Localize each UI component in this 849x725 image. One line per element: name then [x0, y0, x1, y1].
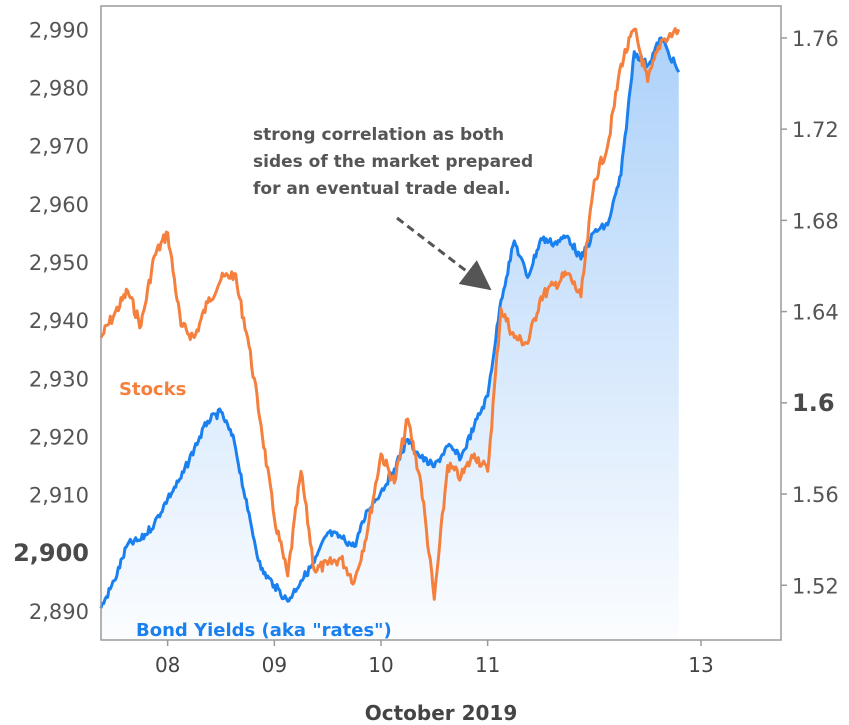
left-axis-tick-label: 2,920	[29, 425, 89, 449]
annotation-text-line: sides of the market prepared	[253, 152, 533, 172]
left-axis-tick-label: 2,980	[29, 76, 89, 100]
right-axis-tick-label: 1.56	[792, 483, 839, 507]
x-axis-tick-label: 08	[155, 653, 180, 677]
right-axis-tick-label: 1.72	[792, 118, 839, 142]
annotation-text-line: for an eventual trade deal.	[253, 179, 511, 199]
left-axis-tick-label: 2,910	[29, 484, 89, 508]
left-axis-tick-label: 2,940	[29, 309, 89, 333]
bond-yields-area	[101, 37, 679, 640]
bond-yields-line	[99, 36, 681, 609]
left-axis-tick-label: 2,890	[29, 600, 89, 624]
bond-yields-series-label: Bond Yields (aka "rates")	[136, 620, 392, 641]
stocks-series-label: Stocks	[119, 379, 186, 400]
x-axis-tick-label: 13	[688, 653, 713, 677]
left-axis-tick-label: 2,970	[29, 135, 89, 159]
right-axis-tick-label: 1.52	[792, 574, 839, 598]
left-axis-tick-label: 2,950	[29, 251, 89, 275]
left-axis-tick-label: 2,990	[29, 18, 89, 42]
right-axis-tick-label: 1.68	[792, 209, 839, 233]
left-axis-tick-label: 2,960	[29, 193, 89, 217]
annotation-text-line: strong correlation as both	[253, 125, 504, 145]
annotation-arrow	[396, 216, 492, 291]
plot-frame	[100, 5, 782, 641]
x-axis-tick-label: 09	[262, 653, 287, 677]
left-axis-tick-label: 2,930	[29, 367, 89, 391]
x-axis-tick-label: 10	[368, 653, 393, 677]
x-axis-title: October 2019	[365, 701, 518, 725]
stocks-line	[99, 27, 681, 601]
right-axis-tick-label: 1.6	[792, 389, 835, 417]
left-axis-tick-label: 2,900	[13, 539, 89, 567]
x-axis-tick-label: 11	[475, 653, 500, 677]
right-axis-tick-label: 1.76	[792, 27, 839, 51]
right-axis-tick-label: 1.64	[792, 301, 839, 325]
